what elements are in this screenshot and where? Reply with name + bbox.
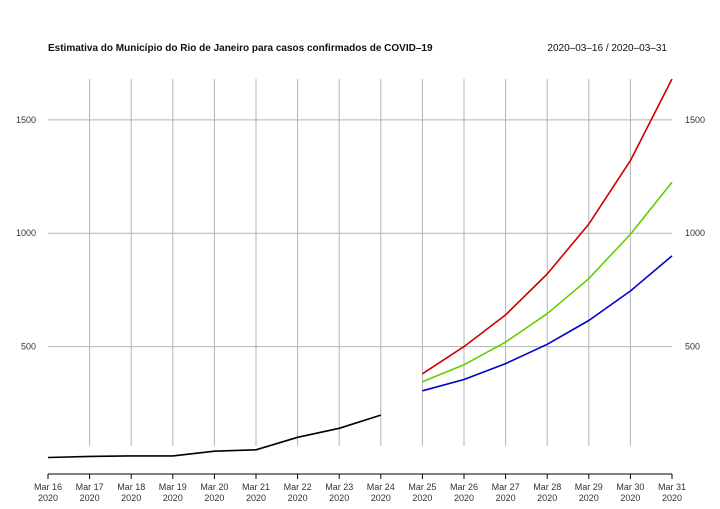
x-tick-year: 2020 (246, 493, 266, 503)
x-tick-year: 2020 (620, 493, 640, 503)
x-tick-year: 2020 (288, 493, 308, 503)
date-range: 2020–03–16 / 2020–03–31 (547, 43, 667, 54)
x-tick-label: Mar 31 (658, 482, 686, 492)
y-tick-label-left: 1000 (16, 228, 36, 238)
x-tick-label: Mar 17 (76, 482, 104, 492)
x-tick-year: 2020 (371, 493, 391, 503)
chart-title: Estimativa do Município do Rio de Janeir… (48, 43, 433, 54)
x-tick-year: 2020 (163, 493, 183, 503)
series-line-2 (422, 181, 673, 383)
x-tick-label: Mar 25 (408, 482, 436, 492)
x-tick-year: 2020 (579, 493, 599, 503)
x-tick-label: Mar 27 (492, 482, 520, 492)
x-tick-label: Mar 16 (34, 482, 62, 492)
y-tick-label-left: 1500 (16, 115, 36, 125)
x-tick-year: 2020 (662, 493, 682, 503)
series-line-3 (422, 255, 673, 392)
x-tick-year: 2020 (537, 493, 557, 503)
x-tick-label: Mar 18 (117, 482, 145, 492)
x-tick-label: Mar 23 (325, 482, 353, 492)
x-tick-year: 2020 (496, 493, 516, 503)
x-tick-year: 2020 (204, 493, 224, 503)
x-tick-label: Mar 28 (533, 482, 561, 492)
x-tick-label: Mar 21 (242, 482, 270, 492)
x-tick-label: Mar 24 (367, 482, 395, 492)
x-tick-label: Mar 19 (159, 482, 187, 492)
series-line-0 (47, 414, 382, 459)
x-tick-label: Mar 22 (284, 482, 312, 492)
x-tick-label: Mar 20 (200, 482, 228, 492)
x-tick-year: 2020 (121, 493, 141, 503)
y-tick-label-right: 1500 (685, 115, 705, 125)
x-tick-year: 2020 (38, 493, 58, 503)
x-tick-year: 2020 (412, 493, 432, 503)
y-tick-label-right: 1000 (685, 228, 705, 238)
series-group (47, 78, 673, 459)
y-tick-label-right: 500 (685, 342, 700, 352)
x-tick-year: 2020 (80, 493, 100, 503)
grid (48, 79, 672, 446)
y-tick-label-left: 500 (21, 342, 36, 352)
x-tick-label: Mar 29 (575, 482, 603, 492)
x-tick-year: 2020 (329, 493, 349, 503)
x-tick-label: Mar 30 (616, 482, 644, 492)
x-tick-year: 2020 (454, 493, 474, 503)
series-line-1 (421, 78, 673, 375)
x-tick-label: Mar 26 (450, 482, 478, 492)
